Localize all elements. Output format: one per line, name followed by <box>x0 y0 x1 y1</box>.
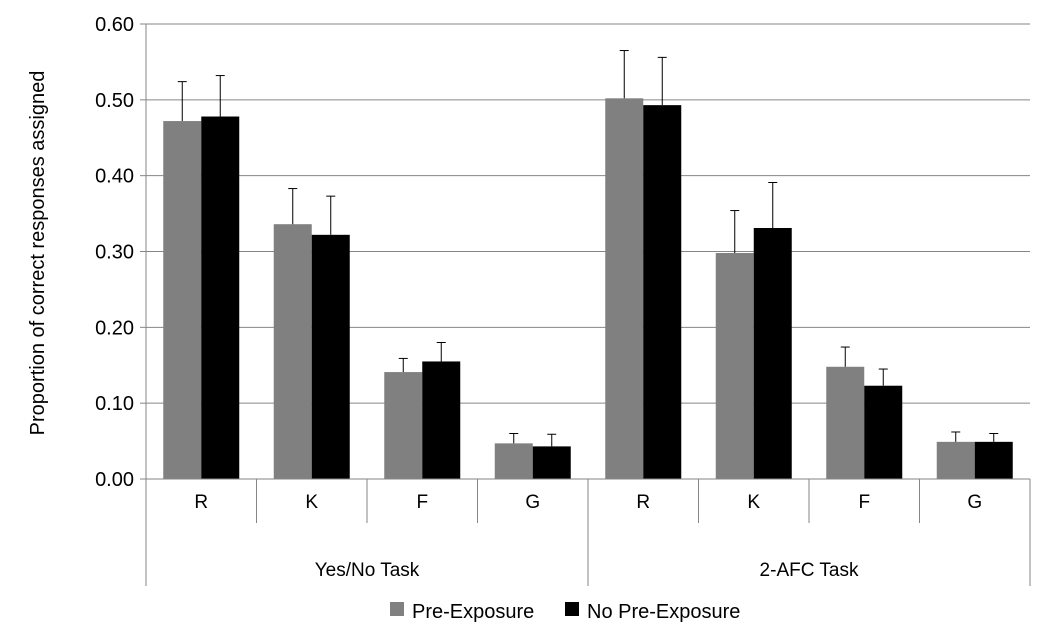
bars <box>163 98 1013 480</box>
y-tick-label: 0.40 <box>95 166 134 188</box>
y-axis-label: Proportion of correct responses assigned <box>27 71 49 436</box>
category-label: R <box>194 492 208 513</box>
bar <box>715 253 754 479</box>
y-tick-label: 0.30 <box>95 242 134 264</box>
y-tick-label: 0.10 <box>95 393 134 415</box>
bar <box>936 441 975 479</box>
legend: Pre-Exposure No Pre-Exposure <box>390 601 740 623</box>
category-label: G <box>967 492 982 513</box>
bar <box>605 98 644 480</box>
legend-swatch <box>390 602 404 616</box>
bar <box>753 227 792 479</box>
error-bars <box>177 50 999 447</box>
category-label: K <box>747 492 760 513</box>
x-category-labels: R K F G R K F G Yes/No Task 2-AFC Task <box>194 492 982 581</box>
group-label: Yes/No Task <box>315 560 420 581</box>
axes <box>140 23 1031 586</box>
category-label: F <box>858 492 870 513</box>
bar <box>974 441 1013 479</box>
bar <box>532 446 571 479</box>
y-tick-label: 0.20 <box>95 317 134 339</box>
legend-label: Pre-Exposure <box>412 601 534 623</box>
group-label: 2-AFC Task <box>760 560 859 581</box>
bar <box>384 372 423 479</box>
y-tick-label: 0.60 <box>95 14 134 36</box>
category-label: F <box>416 492 428 513</box>
legend-label: No Pre-Exposure <box>587 601 740 623</box>
category-label: G <box>525 492 540 513</box>
bar <box>422 361 461 479</box>
category-label: R <box>636 492 650 513</box>
legend-swatch <box>565 602 579 616</box>
bar <box>311 234 350 479</box>
y-tick-labels: 0.00 0.10 0.20 0.30 0.40 0.50 0.60 <box>95 14 134 491</box>
bar <box>643 105 682 480</box>
bar <box>273 224 312 479</box>
bar <box>864 385 903 479</box>
bar <box>201 116 240 480</box>
category-label: K <box>305 492 318 513</box>
bar <box>163 121 202 480</box>
bar <box>494 443 533 479</box>
bar <box>826 366 865 479</box>
y-tick-label: 0.00 <box>95 469 134 491</box>
y-tick-label: 0.50 <box>95 90 134 112</box>
